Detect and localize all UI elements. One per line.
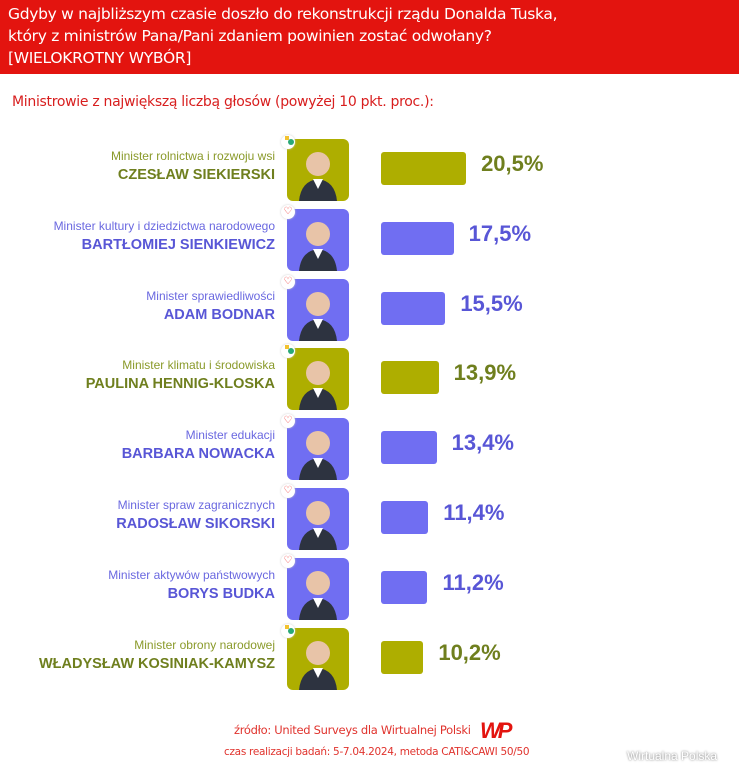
value-label: 13,4% <box>451 430 514 456</box>
trzecia-droga-icon <box>281 623 295 638</box>
minister-role: Minister klimatu i środowiska <box>122 358 275 373</box>
minister-label: Minister edukacji BARBARA NOWACKA <box>122 428 275 462</box>
minister-photo <box>287 557 349 620</box>
minister-role: Minister spraw zagranicznych <box>117 498 275 512</box>
bar <box>381 501 429 534</box>
bar <box>381 431 437 465</box>
minister-label: Minister aktywów państwowych BORYS BUDKA <box>108 568 275 602</box>
trzecia-droga-icon <box>281 344 295 359</box>
bar <box>381 221 454 255</box>
heart-icon: ♡ <box>281 204 295 219</box>
minister-photo <box>287 418 349 481</box>
chart-row: Minister aktywów państwowych BORYS BUDKA ♡… <box>0 553 739 622</box>
trzecia-droga-icon <box>281 135 295 149</box>
minister-label: Minister rolnictwa i rozwoju wsi CZESŁAW … <box>111 149 275 183</box>
bar <box>381 570 428 604</box>
heart-icon: ♡ <box>281 414 295 429</box>
minister-name: BARTŁOMIEJ SIENKIEWICZ <box>81 236 275 253</box>
minister-name: BORYS BUDKA <box>167 585 275 602</box>
title-line-1: Gdyby w najbliższym czasie doszło do rek… <box>8 5 558 23</box>
minister-role: Minister sprawiedliwości <box>146 288 275 303</box>
value-label: 13,9% <box>453 360 517 386</box>
source-text: źródło: United Surveys dla Wirtualnej Po… <box>234 723 471 737</box>
title-line-2: który z ministrów Pana/Pani zdaniem powi… <box>8 27 492 45</box>
subtitle: Ministrowie z największą liczbą głosów (… <box>12 94 434 110</box>
method-text: czas realizacji badań: 5-7.04.2024, meto… <box>224 746 530 758</box>
minister-name: PAULINA HENNIG-KLOSKA <box>85 376 275 393</box>
minister-photo <box>287 348 349 411</box>
minister-role: Minister obrony narodowej <box>134 637 275 652</box>
heart-icon: ♡ <box>281 553 295 568</box>
minister-name: WŁADYSŁAW KOSINIAK-KAMYSZ <box>38 655 275 672</box>
header: Gdyby w najbliższym czasie doszło do rek… <box>0 0 739 74</box>
chart-row: Minister spraw zagranicznych RADOSŁAW SIK… <box>0 484 739 552</box>
bar <box>381 640 424 674</box>
chart-row: Minister sprawiedliwości ADAM BODNAR ♡ 15,5… <box>0 274 739 343</box>
minister-photo <box>287 488 349 550</box>
title-line-3: [WIELOKROTNY WYBÓR] <box>8 49 192 67</box>
value-label: 20,5% <box>481 151 544 176</box>
minister-photo <box>287 208 349 271</box>
heart-icon: ♡ <box>281 484 295 498</box>
value-label: 15,5% <box>460 290 523 316</box>
value-label: 17,5% <box>468 220 532 246</box>
value-label: 10,2% <box>438 639 501 665</box>
minister-role: Minister rolnictwa i rozwoju wsi <box>110 149 275 163</box>
heart-icon: ♡ <box>281 274 295 289</box>
minister-label: Minister obrony narodowej WŁADYSŁAW KOSIN… <box>39 638 275 672</box>
minister-photo <box>287 627 349 690</box>
wp-logo: WP <box>480 718 513 743</box>
chart-row: Minister obrony narodowej WŁADYSŁAW KOSIN… <box>0 623 739 692</box>
minister-role: Minister kultury i dziedzictwa narodoweg… <box>53 218 275 233</box>
minister-label: Minister spraw zagranicznych RADOSŁAW SIK… <box>116 498 275 532</box>
value-label: 11,2% <box>442 569 504 595</box>
chart-row: Minister klimatu i środowiska PAULINA HEN… <box>0 344 739 412</box>
value-label: 11,4% <box>443 500 505 525</box>
minister-photo <box>287 139 349 201</box>
bar <box>381 361 439 395</box>
minister-name: RADOSŁAW SIKORSKI <box>116 516 275 532</box>
minister-label: Minister sprawiedliwości ADAM BODNAR <box>146 289 275 323</box>
minister-photo <box>287 278 349 341</box>
minister-name: CZESŁAW SIEKIERSKI <box>117 167 275 183</box>
minister-label: Minister klimatu i środowiska PAULINA HEN… <box>86 358 275 392</box>
minister-role: Minister edukacji <box>185 428 275 443</box>
minister-role: Minister aktywów państwowych <box>108 567 275 582</box>
bar <box>381 152 467 185</box>
bar <box>381 291 446 325</box>
watermark: Wirtualna Polska <box>627 749 718 763</box>
minister-name: ADAM BODNAR <box>163 306 275 323</box>
chart-row: Minister edukacji BARBARA NOWACKA ♡ 13,4% <box>0 414 739 482</box>
minister-label: Minister kultury i dziedzictwa narodoweg… <box>54 219 275 253</box>
chart-row: Minister kultury i dziedzictwa narodoweg… <box>0 204 739 273</box>
chart-row: Minister rolnictwa i rozwoju wsi CZESŁAW … <box>0 135 739 203</box>
minister-name: BARBARA NOWACKA <box>121 446 275 463</box>
